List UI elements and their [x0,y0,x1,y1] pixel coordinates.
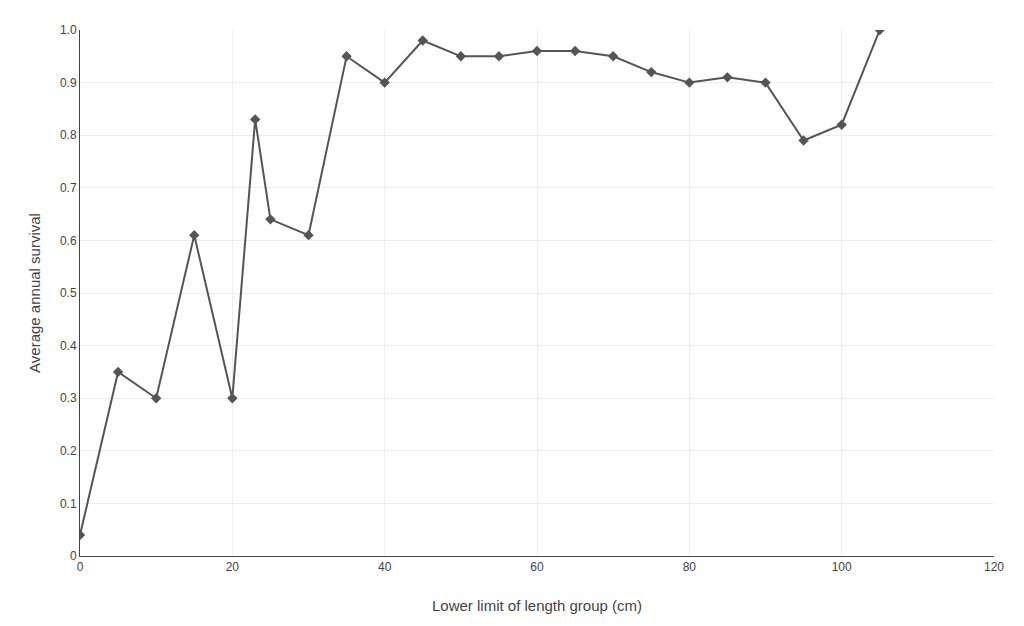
svg-text:Average annual survival: Average annual survival [26,213,43,373]
svg-text:Lower limit of length group (c: Lower limit of length group (cm) [432,597,642,614]
svg-text:0.4: 0.4 [60,339,77,353]
svg-text:0.3: 0.3 [60,391,77,405]
svg-text:0.9: 0.9 [60,76,77,90]
svg-text:60: 60 [530,560,544,574]
svg-text:40: 40 [378,560,392,574]
svg-text:0.5: 0.5 [60,286,77,300]
svg-text:0.7: 0.7 [60,181,77,195]
svg-text:100: 100 [832,560,852,574]
svg-text:0.8: 0.8 [60,128,77,142]
svg-text:0: 0 [77,560,84,574]
svg-text:20: 20 [226,560,240,574]
svg-text:0.6: 0.6 [60,234,77,248]
svg-text:80: 80 [683,560,697,574]
svg-text:0: 0 [70,549,77,563]
svg-text:0.1: 0.1 [60,497,77,511]
svg-text:0.2: 0.2 [60,444,77,458]
svg-text:120: 120 [984,560,1004,574]
svg-text:1.0: 1.0 [60,23,77,37]
